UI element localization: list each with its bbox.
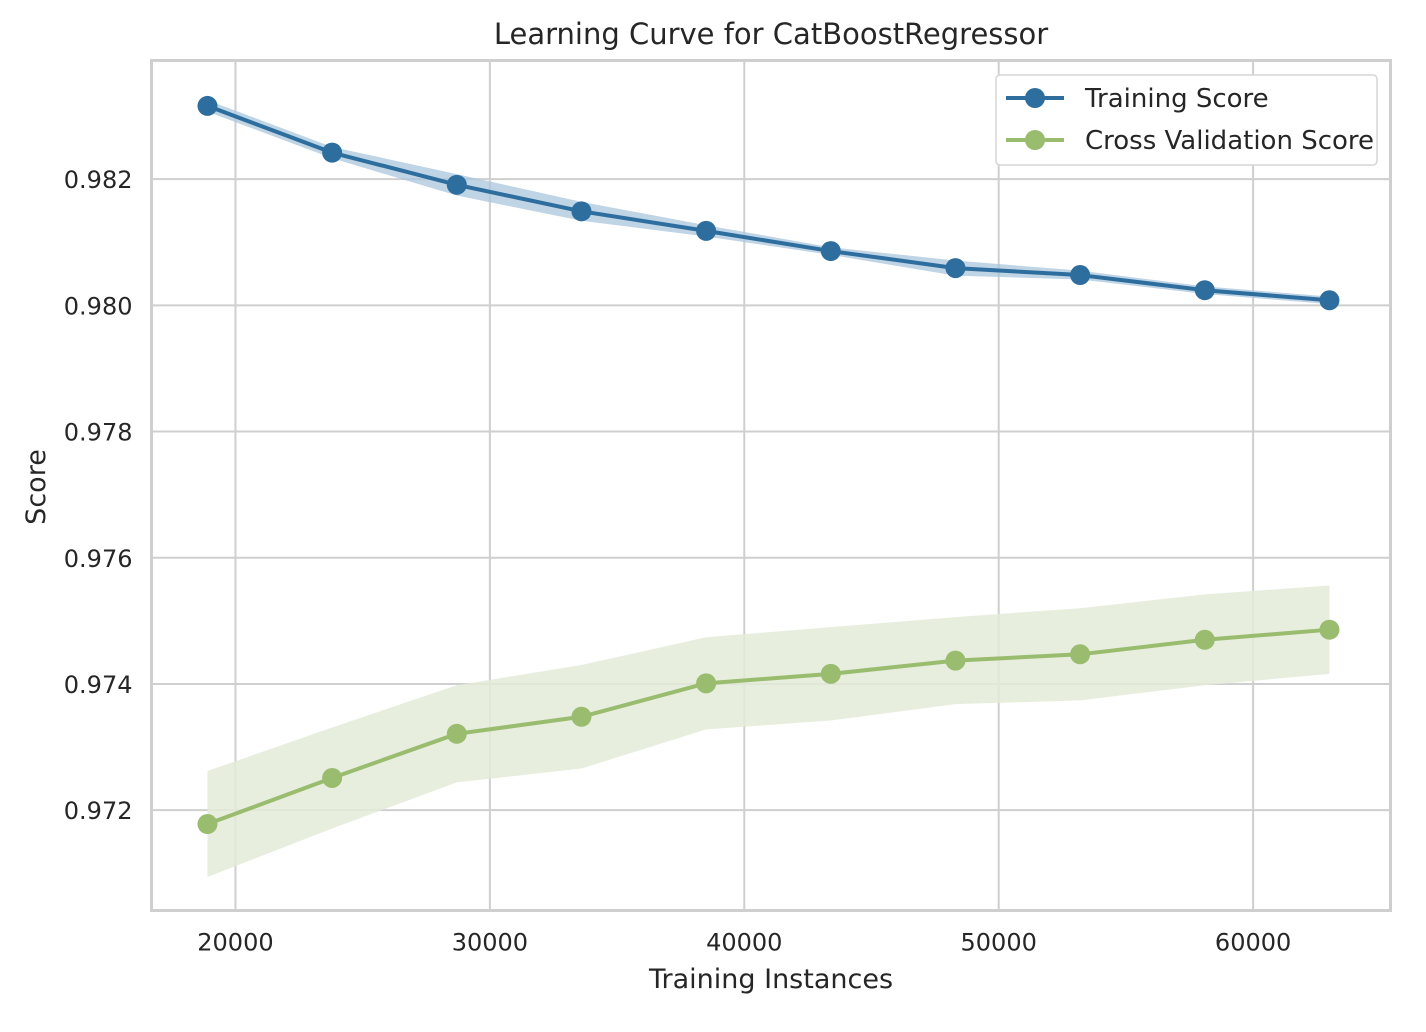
y-tick-label: 0.978 <box>64 419 133 447</box>
y-tick-label: 0.980 <box>64 292 133 320</box>
legend-box <box>995 74 1378 166</box>
cross-validation-score-point <box>1194 629 1215 650</box>
chart-title: Learning Curve for CatBoostRegressor <box>494 17 1048 51</box>
training-score-point <box>446 174 467 195</box>
x-axis-title: Training Instances <box>648 964 893 995</box>
plot-area <box>150 59 1392 912</box>
training-score-point <box>820 241 841 262</box>
series-markers <box>197 95 1340 835</box>
cross-validation-score-point <box>197 814 218 835</box>
legend-swatch-marker <box>1025 130 1045 150</box>
cross-validation-score-point <box>322 767 343 788</box>
training-score-point <box>1194 280 1215 301</box>
cross-validation-score-point <box>696 673 717 694</box>
cross-validation-score-point <box>1070 644 1091 665</box>
x-tick-label: 20000 <box>197 929 273 957</box>
training-score-point <box>1319 290 1340 311</box>
cross-validation-score-point <box>446 723 467 744</box>
legend-item-training-score: Training Score <box>1006 84 1269 114</box>
y-tick-label: 0.972 <box>64 797 133 825</box>
y-tick-label: 0.974 <box>64 671 133 699</box>
training-score-point <box>1070 265 1091 286</box>
cross-validation-score-point <box>945 650 966 671</box>
training-score-point <box>696 220 717 241</box>
legend-label: Cross Validation Score <box>1085 126 1374 156</box>
legend-label: Training Score <box>1084 84 1269 114</box>
confidence-bands <box>207 100 1330 878</box>
y-axis-title: Score <box>21 449 52 525</box>
legend-swatch-marker <box>1025 88 1045 108</box>
y-tick-label: 0.976 <box>64 545 133 573</box>
x-tick-label: 60000 <box>1215 929 1291 957</box>
training-score-point <box>945 258 966 279</box>
training-score-point <box>322 142 343 163</box>
cross-validation-score-point <box>1319 619 1340 640</box>
y-axis-ticks: 0.972 0.974 0.976 0.978 0.980 0.982 <box>64 166 133 825</box>
training-score-point <box>197 95 218 116</box>
x-tick-label: 40000 <box>706 929 782 957</box>
legend-item-cross-validation-score: Cross Validation Score <box>1006 126 1374 156</box>
cross-validation-score-line <box>205 627 1332 827</box>
x-tick-label: 30000 <box>452 929 528 957</box>
x-tick-label: 50000 <box>961 929 1037 957</box>
x-axis-ticks: 20000 30000 40000 50000 60000 <box>197 929 1291 957</box>
legend: Training Score Cross Validation Score <box>995 74 1378 166</box>
y-tick-label: 0.982 <box>64 166 133 194</box>
cross-validation-score-point <box>820 663 841 684</box>
cross-validation-score-band <box>207 585 1330 878</box>
cross-validation-score-point <box>571 706 592 727</box>
series-lines <box>205 103 1332 827</box>
plot-frame <box>150 59 1392 912</box>
training-score-point <box>571 201 592 222</box>
training-score-line <box>205 103 1332 303</box>
